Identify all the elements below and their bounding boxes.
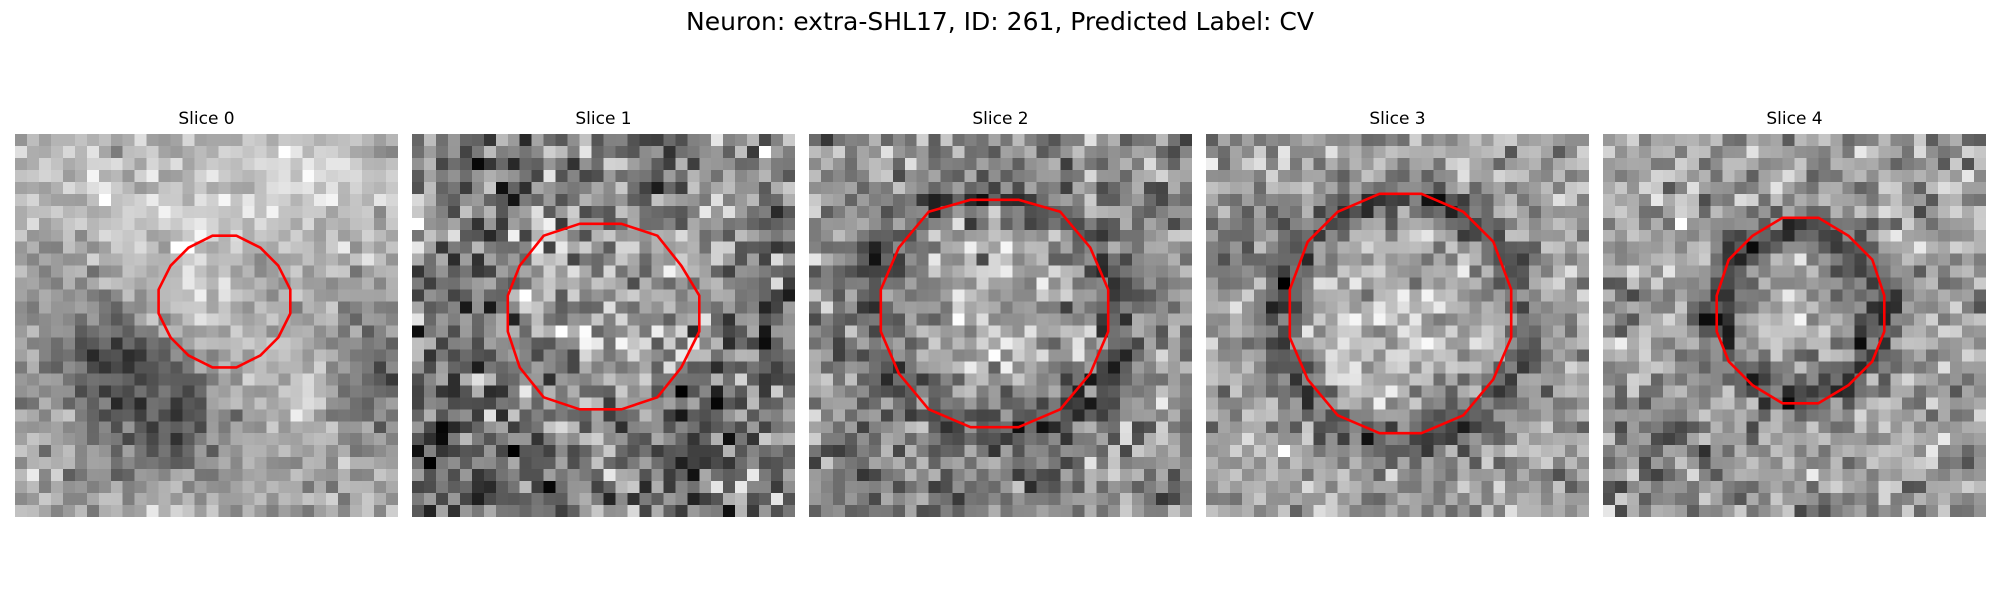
pixel-grid — [809, 134, 1192, 517]
slice-panel-4: Slice 4 — [1603, 107, 1986, 131]
slice-title-0: Slice 0 — [15, 107, 398, 131]
slice-image-4 — [1603, 134, 1986, 517]
figure-title: Neuron: extra-SHL17, ID: 261, Predicted … — [0, 6, 2000, 38]
pixel-grid — [1603, 134, 1986, 517]
pixel-grid — [15, 134, 398, 517]
slice-title-1: Slice 1 — [412, 107, 795, 131]
slice-panel-1: Slice 1 — [412, 107, 795, 131]
pixel-grid — [1206, 134, 1589, 517]
microscopy-patch-3 — [1206, 134, 1589, 517]
microscopy-patch-1 — [412, 134, 795, 517]
slice-panel-2: Slice 2 — [809, 107, 1192, 131]
pixel-grid — [412, 134, 795, 517]
slice-panel-3: Slice 3 — [1206, 107, 1589, 131]
slice-title-4: Slice 4 — [1603, 107, 1986, 131]
slice-image-3 — [1206, 134, 1589, 517]
microscopy-patch-4 — [1603, 134, 1986, 517]
slice-panel-0: Slice 0 — [15, 107, 398, 131]
microscopy-patch-2 — [809, 134, 1192, 517]
slice-image-2 — [809, 134, 1192, 517]
slice-image-0 — [15, 134, 398, 517]
slice-title-2: Slice 2 — [809, 107, 1192, 131]
slice-title-3: Slice 3 — [1206, 107, 1589, 131]
microscopy-patch-0 — [15, 134, 398, 517]
slice-image-1 — [412, 134, 795, 517]
